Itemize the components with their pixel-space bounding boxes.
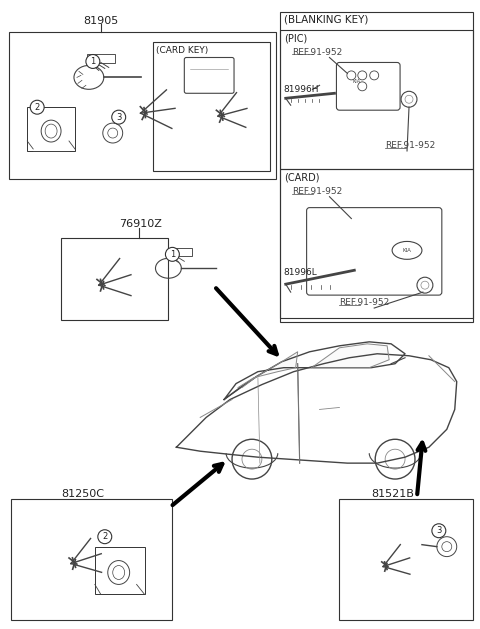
Circle shape (30, 100, 44, 114)
Text: 2: 2 (102, 532, 108, 541)
Text: (PIC): (PIC) (284, 33, 307, 43)
Bar (95, 547, 144, 594)
Text: 2: 2 (35, 103, 40, 112)
Text: 81521B: 81521B (371, 489, 414, 499)
Circle shape (86, 55, 100, 69)
Bar (153, 42, 270, 171)
Text: REF.91-952: REF.91-952 (339, 298, 390, 307)
Circle shape (166, 247, 180, 261)
Circle shape (112, 110, 126, 124)
Text: 81996H: 81996H (284, 86, 319, 94)
Text: 3: 3 (436, 526, 442, 535)
Text: (CARD KEY): (CARD KEY) (156, 45, 209, 55)
Circle shape (432, 524, 446, 538)
Bar (12, 499, 172, 620)
Text: REF.91-952: REF.91-952 (385, 141, 435, 150)
Text: (BLANKING KEY): (BLANKING KEY) (284, 14, 368, 25)
Bar (280, 30, 473, 169)
Text: KIA: KIA (352, 79, 360, 84)
Bar (280, 12, 473, 322)
Text: 1: 1 (170, 250, 175, 259)
Bar (9, 31, 276, 179)
Text: REF.91-952: REF.91-952 (292, 187, 342, 196)
Bar (280, 169, 473, 318)
Text: KIA: KIA (403, 248, 411, 253)
Text: 81250C: 81250C (61, 489, 104, 499)
Bar (168, 248, 192, 257)
Bar (339, 499, 473, 620)
Bar (61, 238, 168, 320)
Text: 81996L: 81996L (284, 269, 317, 277)
Text: (CARD): (CARD) (284, 173, 319, 183)
Bar (27, 107, 75, 151)
Text: 1: 1 (90, 57, 96, 66)
Bar (87, 53, 115, 64)
Circle shape (98, 530, 112, 543)
Text: 3: 3 (116, 113, 121, 121)
Text: 81905: 81905 (83, 16, 119, 26)
Text: 76910Z: 76910Z (119, 218, 162, 228)
Text: REF.91-952: REF.91-952 (292, 48, 342, 57)
